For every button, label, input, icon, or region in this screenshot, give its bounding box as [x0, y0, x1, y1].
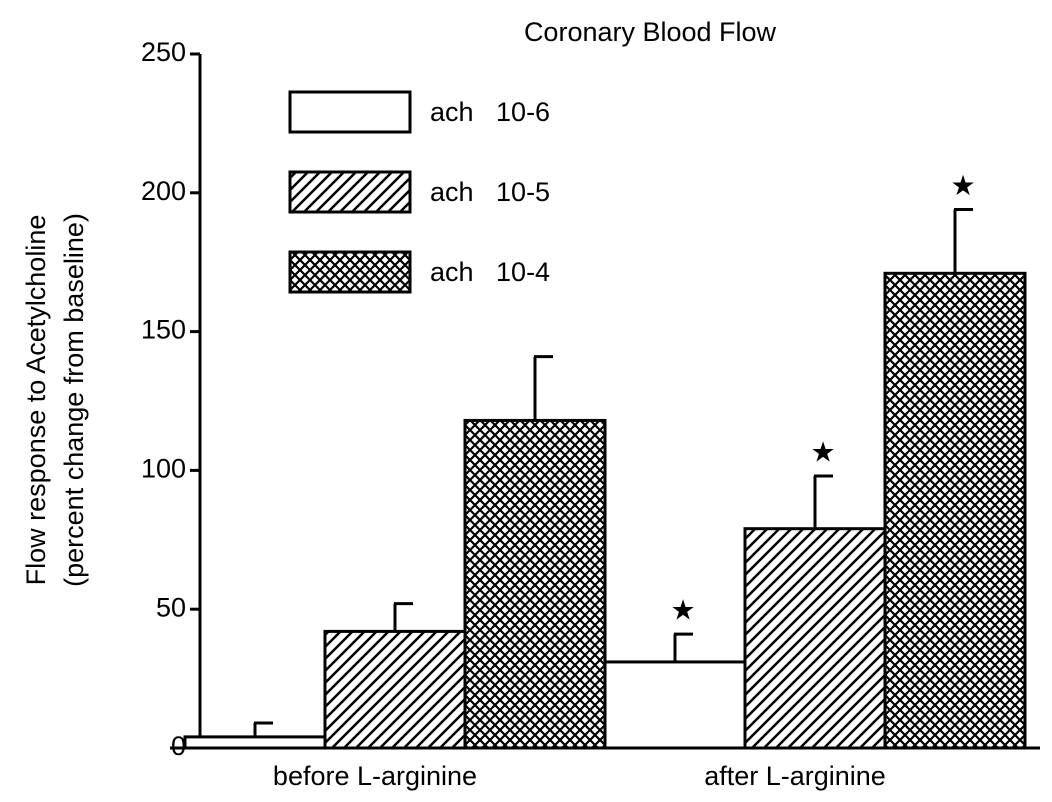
x-tick-label: after L-arginine [704, 761, 886, 791]
error-bar [533, 355, 553, 421]
legend-label: ach 10-5 [430, 177, 550, 207]
significance-marker: ★ [950, 170, 975, 201]
error-bar [253, 721, 273, 737]
legend-swatch [288, 250, 412, 294]
y-axis-label: (percent change from baseline) [59, 213, 89, 587]
bar [463, 418, 607, 750]
bar [743, 527, 887, 750]
bar [183, 735, 327, 750]
y-tick-label: 150 [141, 315, 186, 345]
x-tick-label: before L-arginine [273, 761, 477, 791]
bar [323, 629, 467, 750]
y-tick-label: 100 [141, 454, 186, 484]
y-tick-label: 50 [156, 592, 186, 622]
y-tick-label: 250 [141, 37, 186, 67]
bar [883, 271, 1027, 750]
error-bar [953, 207, 973, 274]
error-bar [673, 632, 693, 662]
significance-marker: ★ [810, 436, 835, 467]
y-axis-label: Flow response to Acetylcholine [21, 215, 51, 586]
legend-label: ach 10-4 [430, 257, 550, 287]
significance-marker: ★ [670, 595, 695, 626]
y-tick-label: 0 [171, 731, 186, 761]
legend-swatch [288, 90, 412, 134]
error-bar [813, 474, 833, 529]
chart-title: Coronary Blood Flow [524, 17, 777, 47]
legend-swatch [288, 170, 412, 214]
error-bar [393, 602, 413, 632]
bar [603, 660, 747, 750]
y-tick-label: 200 [141, 176, 186, 206]
legend-label: ach 10-6 [430, 97, 550, 127]
